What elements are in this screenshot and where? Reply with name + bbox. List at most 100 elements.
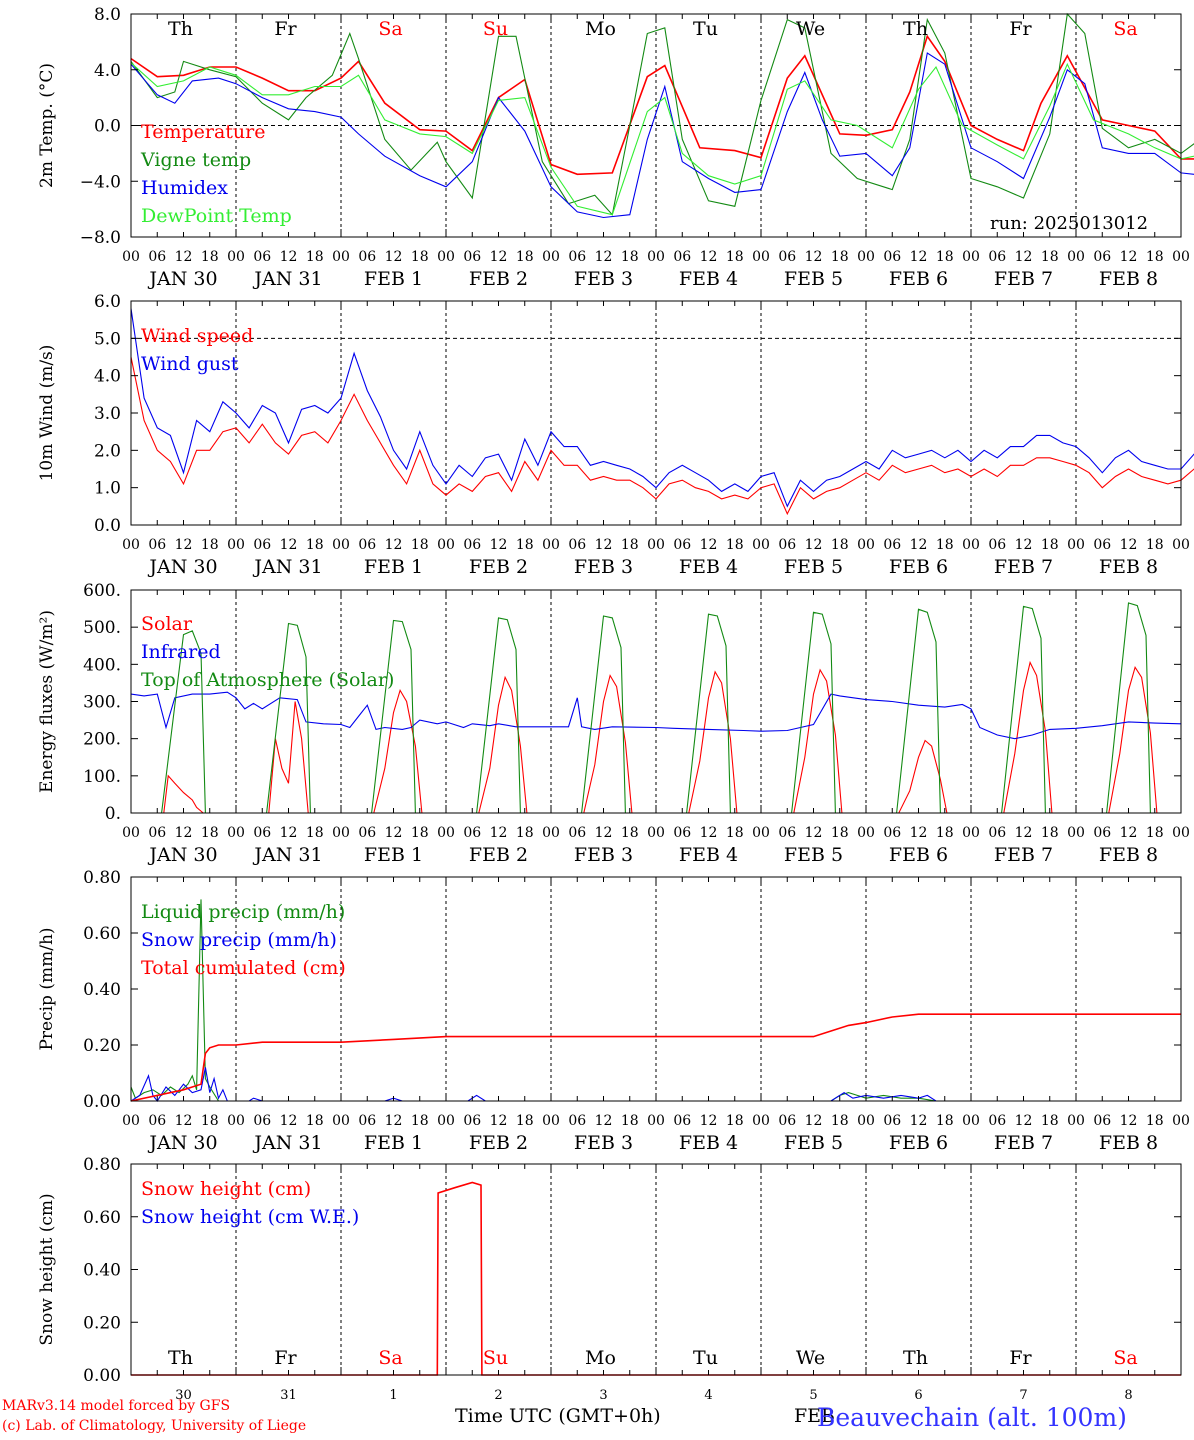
x-hour-label: 00 [122, 1113, 140, 1129]
x-day-number: 7 [1019, 1388, 1027, 1403]
x-hour-label: 12 [910, 537, 928, 553]
x-hour-label: 18 [201, 249, 219, 265]
x-date-label: FEB 2 [469, 268, 528, 290]
x-date-label: FEB 1 [364, 844, 423, 866]
weekday-label-bottom: Sa [378, 1347, 402, 1369]
x-hour-label: 06 [253, 537, 271, 553]
y-tick-label: 0.00 [83, 1092, 121, 1112]
x-date-label: FEB 4 [679, 1132, 738, 1154]
x-hour-label: 00 [1172, 249, 1190, 265]
x-day-number: 6 [914, 1388, 922, 1403]
weekday-label-top: Sa [1113, 18, 1137, 40]
x-date-label: JAN 30 [147, 268, 217, 290]
y-tick-label: 3.0 [94, 404, 121, 424]
x-date-label: JAN 30 [147, 1132, 217, 1154]
x-hour-label: 00 [962, 537, 980, 553]
x-hour-label: 06 [463, 249, 481, 265]
x-hour-label: 18 [306, 1113, 324, 1129]
x-hour-label: 12 [490, 249, 508, 265]
x-hour-label: 06 [148, 249, 166, 265]
x-date-label: FEB 1 [364, 556, 423, 578]
weekday-label-top: Sa [378, 18, 402, 40]
x-hour-label: 06 [463, 825, 481, 841]
x-hour-label: 00 [542, 249, 560, 265]
x-hour-label: 06 [1093, 537, 1111, 553]
x-date-label: FEB 2 [469, 1132, 528, 1154]
y-tick-label: 2.0 [94, 441, 121, 461]
x-hour-label: 00 [1172, 825, 1190, 841]
x-hour-label: 06 [988, 825, 1006, 841]
x-hour-label: 12 [385, 249, 403, 265]
weekday-label-top: Fr [274, 18, 297, 40]
x-hour-label: 12 [175, 1113, 193, 1129]
x-hour-label: 00 [962, 1113, 980, 1129]
legend-entry: Vigne temp [140, 149, 251, 171]
x-hour-label: 12 [595, 249, 613, 265]
x-date-label: FEB 6 [889, 844, 948, 866]
x-hour-label: 12 [280, 249, 298, 265]
x-hour-label: 06 [358, 249, 376, 265]
x-hour-label: 00 [647, 249, 665, 265]
x-date-label: FEB 8 [1099, 1132, 1158, 1154]
x-hour-label: 12 [490, 1113, 508, 1129]
y-tick-label: 200. [83, 730, 121, 750]
x-date-label: FEB 7 [994, 556, 1053, 578]
x-hour-label: 00 [332, 249, 350, 265]
x-hour-label: 06 [883, 825, 901, 841]
x-hour-label: 00 [647, 1113, 665, 1129]
x-hour-label: 06 [1093, 825, 1111, 841]
panels: 8.0 4.0 0.0 −4.0 −8.0 2m Temp. (°C) Temperatur… [37, 5, 1194, 1403]
y-axis-label: Energy fluxes (W/m²) [37, 610, 57, 793]
x-date-label: JAN 31 [252, 844, 322, 866]
y-tick-label: 600. [83, 581, 121, 601]
x-hour-label: 06 [568, 825, 586, 841]
x-hour-label: 18 [726, 825, 744, 841]
x-hour-label: 18 [1146, 1113, 1164, 1129]
x-hour-label: 18 [1041, 825, 1059, 841]
legend-entry: Total cumulated (cm) [141, 957, 346, 979]
x-hour-label: 18 [936, 1113, 954, 1129]
x-hour-label: 12 [700, 825, 718, 841]
weekday-label-bottom: Th [168, 1347, 193, 1369]
x-hour-label: 06 [673, 1113, 691, 1129]
chart-panel-0: 8.0 4.0 0.0 −4.0 −8.0 2m Temp. (°C) Temperatur… [37, 5, 1194, 290]
legend-entry: Humidex [141, 177, 228, 199]
x-hour-label: 12 [700, 537, 718, 553]
x-day-number: 1 [389, 1388, 397, 1403]
x-date-label: FEB 7 [994, 268, 1053, 290]
x-hour-label: 18 [1041, 537, 1059, 553]
x-hour-label: 12 [1015, 1113, 1033, 1129]
x-hour-label: 00 [962, 249, 980, 265]
x-hour-label: 12 [490, 825, 508, 841]
x-hour-label: 06 [148, 1113, 166, 1129]
y-tick-label: 0.60 [83, 924, 121, 944]
x-hour-label: 12 [175, 537, 193, 553]
x-hour-label: 06 [778, 249, 796, 265]
weekday-label-bottom: Mo [585, 1347, 616, 1369]
x-date-label: FEB 1 [364, 268, 423, 290]
weekday-label-top: Su [483, 18, 508, 40]
x-hour-label: 00 [437, 825, 455, 841]
run-label: run: 2025013012 [990, 213, 1148, 234]
x-hour-label: 18 [621, 1113, 639, 1129]
series-line-dewpoint-temp [130, 62, 1194, 216]
chart-panel-2: 600. 500. 400. 300. 200. 100. 0. Energy fluxes … [37, 581, 1190, 866]
x-hour-label: 06 [253, 825, 271, 841]
x-date-label: FEB 8 [1099, 268, 1158, 290]
y-tick-label: 500. [83, 618, 121, 638]
y-tick-label: 0.20 [83, 1313, 121, 1333]
x-hour-label: 00 [227, 825, 245, 841]
x-hour-label: 00 [857, 1113, 875, 1129]
x-hour-label: 12 [910, 249, 928, 265]
x-hour-label: 18 [831, 825, 849, 841]
y-tick-label: 0.0 [94, 516, 121, 536]
x-hour-label: 12 [595, 1113, 613, 1129]
x-hour-label: 00 [437, 249, 455, 265]
x-date-label: FEB 5 [784, 1132, 843, 1154]
x-hour-label: 00 [227, 1113, 245, 1129]
x-date-label: FEB 5 [784, 556, 843, 578]
x-hour-label: 12 [1120, 825, 1138, 841]
x-hour-label: 00 [752, 249, 770, 265]
legend-entry: Top of Atmosphere (Solar) [141, 669, 394, 691]
x-hour-label: 06 [253, 249, 271, 265]
